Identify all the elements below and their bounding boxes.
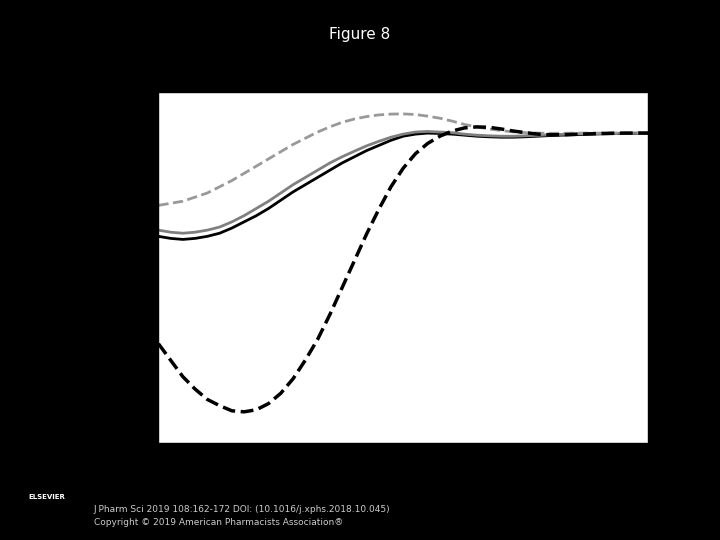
- Text: ELSEVIER: ELSEVIER: [28, 494, 66, 500]
- Text: J Pharm Sci 2019 108:162-172 DOI: (10.1016/j.xphs.2018.10.045): J Pharm Sci 2019 108:162-172 DOI: (10.10…: [94, 505, 390, 514]
- Y-axis label: Molar ellipticity (mdeg cm² dmol⁻¹) x 10⁶: Molar ellipticity (mdeg cm² dmol⁻¹) x 10…: [104, 139, 117, 396]
- Text: Copyright © 2019 American Pharmacists Association®: Copyright © 2019 American Pharmacists As…: [94, 518, 343, 528]
- Text: Figure 8: Figure 8: [329, 27, 391, 42]
- X-axis label: Wavelength (nm): Wavelength (nm): [337, 471, 469, 486]
